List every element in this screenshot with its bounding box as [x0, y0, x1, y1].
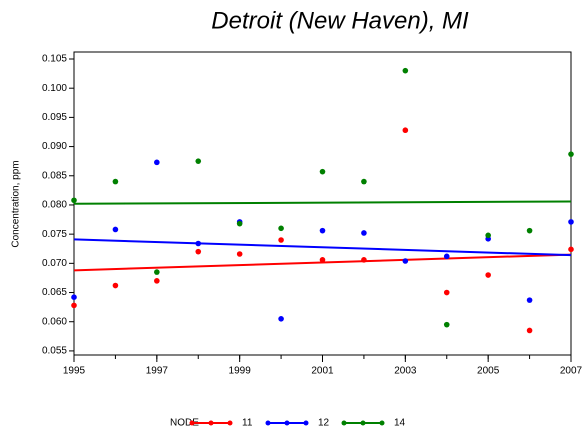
point	[443, 321, 450, 328]
point	[195, 248, 202, 255]
point	[568, 246, 574, 253]
point	[402, 258, 409, 264]
legend-marker	[284, 420, 290, 426]
point	[236, 251, 243, 257]
legend-marker	[227, 420, 233, 426]
point	[361, 257, 367, 263]
point	[154, 278, 160, 284]
point	[236, 220, 243, 227]
y-tick-label: 0.090	[42, 141, 67, 152]
point	[443, 253, 450, 260]
point	[278, 225, 284, 232]
x-tick-label: 1995	[63, 366, 86, 377]
x-tick-label: 2007	[560, 366, 583, 377]
x-tick-label: 1999	[229, 366, 252, 377]
legend-marker	[360, 420, 366, 426]
trend-line	[73, 238, 572, 257]
point	[485, 232, 491, 239]
point	[278, 316, 284, 322]
y-tick-label: 0.080	[42, 200, 67, 211]
y-tick-label: 0.065	[42, 287, 67, 298]
point	[402, 127, 409, 134]
point	[526, 297, 533, 303]
point	[361, 178, 367, 185]
legend-marker	[265, 420, 271, 426]
legend-label: 11	[242, 418, 253, 429]
y-tick-label: 0.055	[42, 346, 67, 357]
x-tick-label: 2005	[477, 366, 500, 377]
y-tick-label: 0.095	[42, 112, 67, 123]
legend-marker	[303, 420, 309, 426]
legend-marker	[341, 420, 347, 426]
point	[568, 151, 574, 157]
legend-label: 14	[394, 418, 406, 429]
point	[154, 269, 160, 275]
point	[526, 227, 533, 234]
legend-marker	[379, 420, 385, 426]
point	[278, 237, 284, 243]
y-tick-label: 0.105	[42, 54, 67, 65]
point	[195, 158, 202, 164]
point	[112, 226, 119, 233]
legend-label: 12	[318, 418, 330, 429]
y-tick-label: 0.060	[42, 316, 67, 327]
chart-title: Detroit (New Haven), MI	[211, 7, 469, 34]
y-axis-label: Concentration, ppm	[11, 160, 22, 247]
point	[71, 197, 77, 204]
trend-line	[73, 200, 572, 205]
point	[112, 282, 119, 289]
point	[154, 159, 160, 166]
y-tick-label: 0.085	[42, 170, 67, 181]
point	[402, 67, 409, 74]
x-tick-label: 2001	[311, 366, 334, 377]
legend-marker	[208, 420, 214, 426]
point	[71, 294, 77, 301]
y-tick-label: 0.100	[42, 83, 67, 94]
point	[568, 219, 574, 225]
point	[485, 272, 491, 278]
x-tick-label: 1997	[146, 366, 169, 377]
y-tick-label: 0.075	[42, 229, 67, 240]
point	[443, 289, 450, 296]
x-tick-label: 2003	[394, 366, 417, 377]
point	[319, 227, 326, 234]
point	[319, 257, 326, 263]
point	[361, 230, 367, 236]
point	[526, 327, 533, 334]
legend-title: NODE	[170, 418, 199, 429]
y-tick-label: 0.070	[42, 258, 67, 269]
point	[112, 178, 119, 185]
point	[319, 168, 326, 175]
point	[195, 240, 202, 247]
legend-marker	[189, 420, 195, 426]
point	[71, 302, 77, 309]
